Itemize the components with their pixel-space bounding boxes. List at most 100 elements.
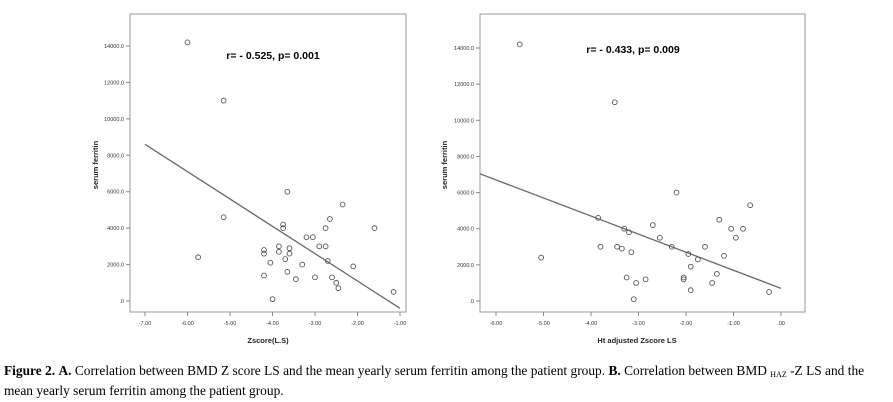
data-point	[680, 274, 687, 281]
data-point	[709, 280, 715, 286]
data-point	[766, 289, 772, 295]
data-point	[628, 249, 635, 256]
data-point	[286, 245, 293, 252]
y-tick-label: 4000.0	[457, 227, 474, 233]
y-tick-label: 8000.0	[107, 153, 124, 159]
figure-caption: Figure 2. A. Correlation between BMD Z s…	[4, 363, 890, 399]
data-point	[695, 256, 701, 263]
data-point	[657, 234, 663, 241]
data-point	[714, 271, 720, 277]
data-point	[324, 258, 331, 264]
data-point	[390, 289, 397, 295]
data-point	[276, 243, 282, 250]
data-point	[261, 250, 267, 257]
data-point	[316, 243, 323, 250]
data-point	[685, 251, 692, 257]
data-point	[280, 221, 286, 228]
x-tick-label: .00	[777, 321, 785, 327]
data-point	[687, 287, 694, 294]
y-tick-label: 14000.0	[454, 46, 474, 52]
scatter-chart-a: .0 2000.0 4000.0 6000.0 8000.0 10000.0 12000.0…	[91, 13, 407, 345]
y-tick-label: 14000.0	[104, 44, 124, 50]
data-point	[687, 263, 694, 270]
y-tick-label: 12000.0	[104, 80, 124, 86]
data-point	[299, 261, 306, 268]
data-point	[329, 274, 335, 281]
data-point	[538, 254, 544, 261]
correlation-annotation: r= - 0.433, p= 0.009	[586, 44, 680, 56]
y-tick-label: .0	[119, 299, 124, 305]
data-point	[282, 256, 289, 262]
data-point	[195, 254, 201, 261]
y-tick-label: 4000.0	[107, 226, 124, 232]
data-point	[371, 225, 378, 231]
x-tick-label: -2.00	[680, 321, 693, 327]
data-point	[322, 225, 329, 231]
x-tick-label: -5.00	[224, 321, 237, 327]
plot-frame	[479, 13, 806, 313]
x-tick-label: -4.00	[585, 321, 598, 327]
x-tick-label: -3.00	[632, 321, 645, 327]
data-point	[333, 279, 340, 286]
data-point	[220, 97, 227, 104]
data-point	[630, 296, 637, 303]
data-point	[184, 39, 191, 46]
caption-figure-label: Figure 2.	[4, 363, 56, 378]
data-point	[220, 214, 227, 221]
data-point	[740, 225, 746, 232]
data-point	[267, 259, 274, 266]
data-point	[721, 252, 727, 259]
annotation-box	[224, 42, 322, 68]
data-point	[286, 250, 293, 257]
data-point	[621, 225, 628, 232]
y-axis-title: serum ferritin	[440, 140, 449, 189]
data-point	[303, 234, 310, 241]
y-tick-label: 12000.0	[454, 82, 474, 88]
data-point	[680, 276, 687, 283]
y-axis-title: serum ferritin	[91, 140, 100, 189]
data-point	[327, 216, 333, 222]
data-point	[642, 276, 649, 283]
x-tick-label: -1.00	[727, 321, 740, 327]
data-point	[261, 272, 267, 279]
x-tick-label: -4.00	[266, 321, 279, 327]
data-point	[310, 234, 316, 241]
data-point	[312, 274, 318, 281]
data-point	[597, 243, 604, 250]
x-axis-title: Zscore(L.S)	[247, 336, 289, 345]
x-tick-label: -1.00	[394, 321, 407, 327]
data-point	[339, 201, 346, 208]
x-tick-label: -6.00	[490, 321, 503, 327]
data-point	[350, 263, 357, 270]
y-tick-label: 8000.0	[457, 154, 474, 160]
data-point	[623, 274, 630, 281]
x-tick-label: -6.00	[181, 321, 194, 327]
data-point	[269, 296, 276, 303]
data-point	[335, 285, 342, 292]
data-point	[293, 276, 299, 282]
correlation-annotation: r= - 0.525, p= 0.001	[226, 50, 320, 62]
data-point	[280, 225, 286, 231]
y-tick-label: 6000.0	[107, 190, 124, 196]
data-point	[702, 243, 708, 250]
y-tick-label: .0	[469, 299, 474, 305]
scatter-chart-b: .0 2000.0 4000.0 6000.0 8000.0 10000.0 12000.0…	[440, 13, 806, 345]
data-point	[322, 243, 329, 250]
data-point	[284, 188, 291, 195]
data-point	[733, 234, 739, 241]
y-tick-label: 10000.0	[454, 118, 474, 124]
y-tick-label: 2000.0	[107, 263, 124, 269]
x-tick-label: -3.00	[309, 321, 322, 327]
data-point	[747, 202, 753, 209]
data-point	[261, 247, 267, 253]
data-point	[649, 222, 656, 228]
caption-part-a-text: Correlation between BMD Z score LS and t…	[74, 363, 606, 378]
data-point	[728, 225, 734, 232]
data-point	[668, 243, 675, 250]
x-tick-label: -7.00	[139, 321, 152, 327]
regression-line	[144, 143, 401, 309]
data-point	[595, 215, 601, 221]
y-tick-label: 6000.0	[457, 191, 474, 197]
data-point	[716, 216, 723, 223]
